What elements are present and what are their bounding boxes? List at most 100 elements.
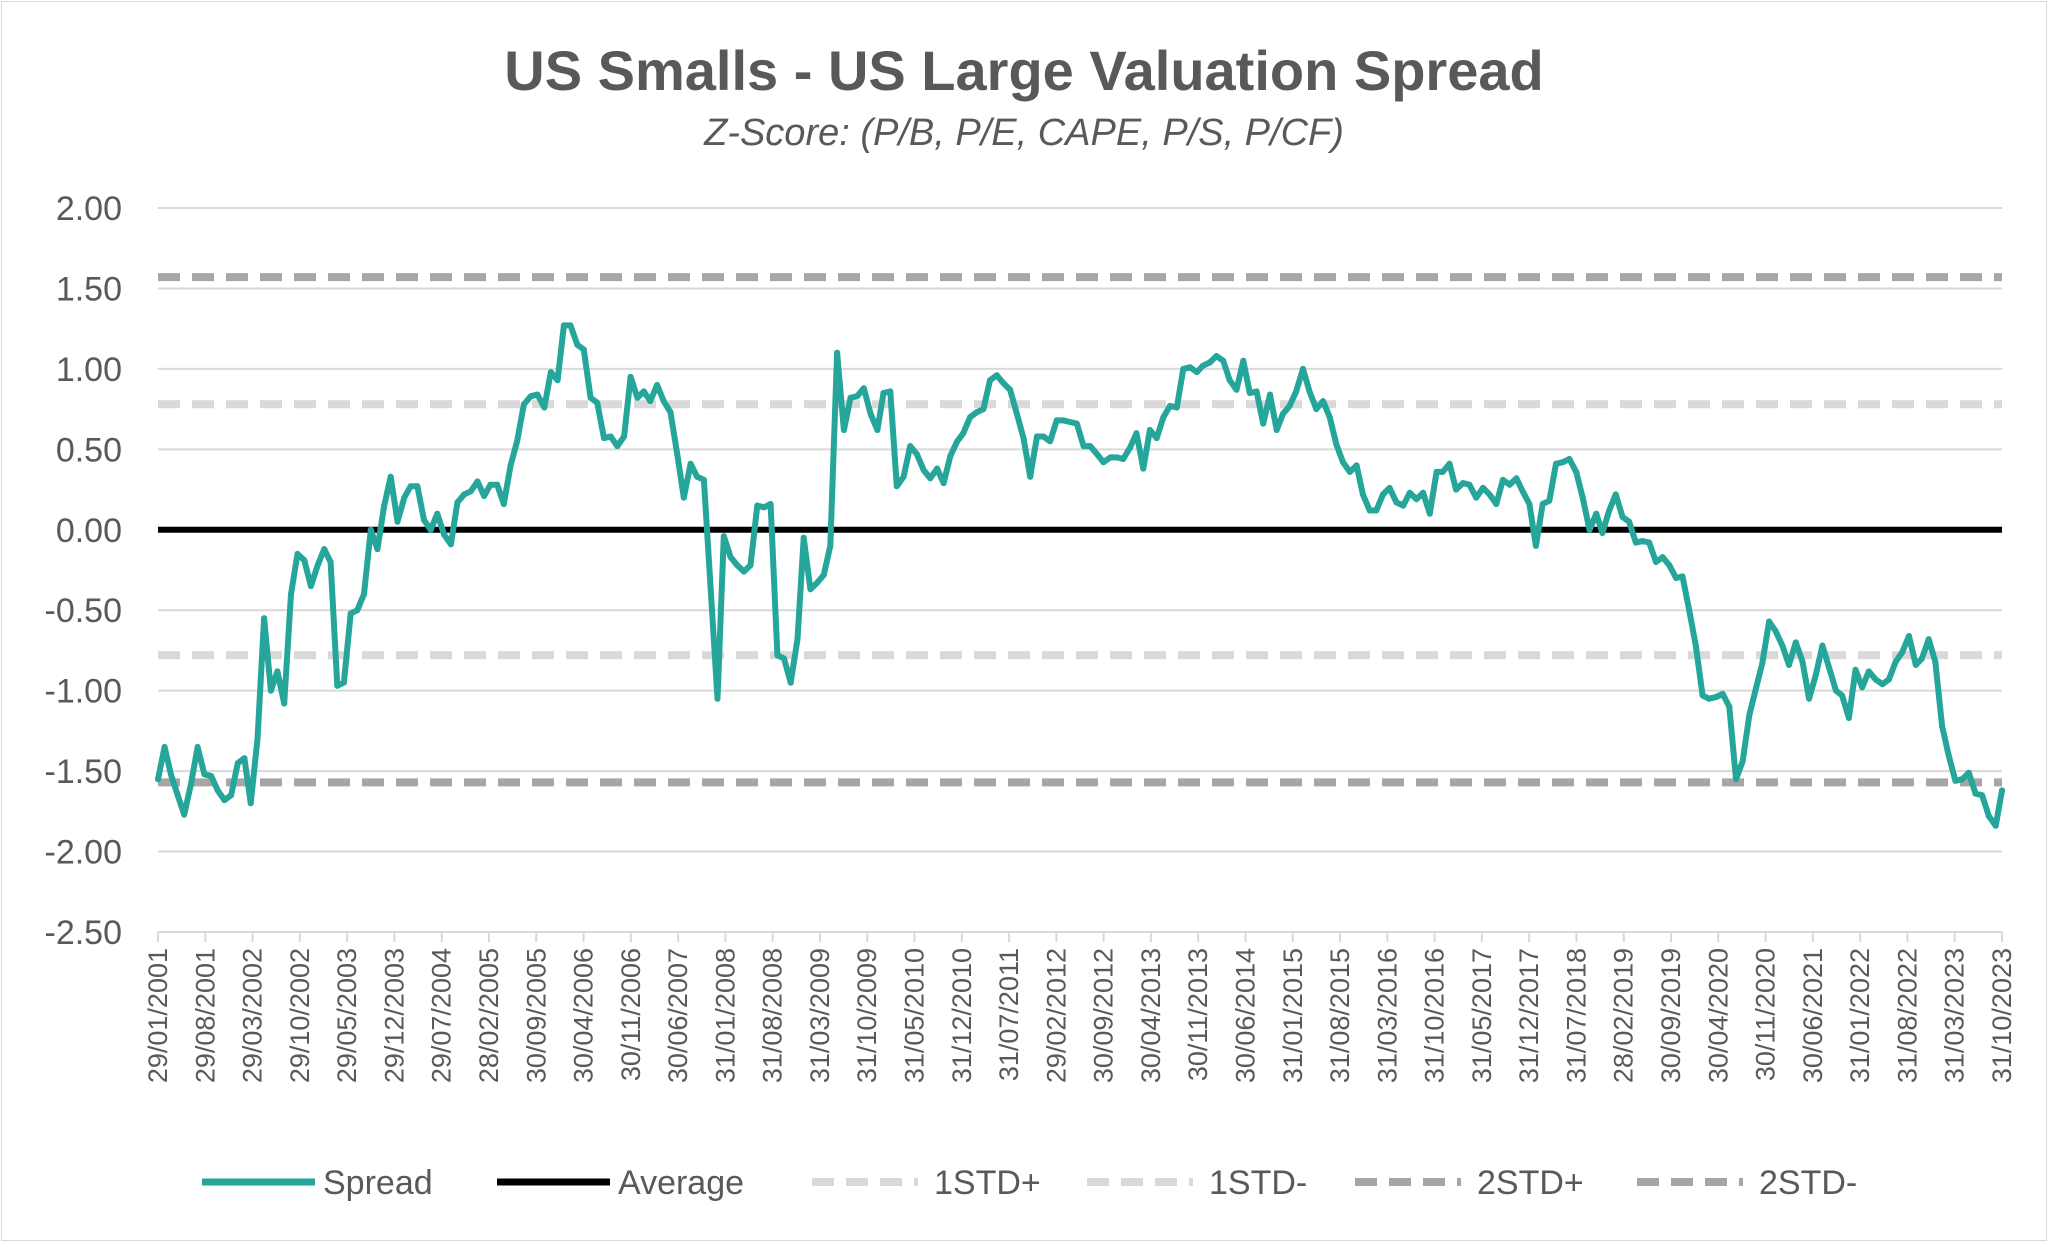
spread-point [214, 787, 221, 794]
spread-point [781, 655, 787, 662]
spread-point [800, 534, 807, 541]
spread-point [1140, 465, 1147, 472]
spread-point [1013, 410, 1020, 417]
spread-point [314, 562, 321, 569]
spread-point [1879, 681, 1886, 688]
legend-label-2std-: 2STD+ [1477, 1164, 1584, 1202]
spread-point [1586, 526, 1593, 533]
x-tick-label: 31/05/2010 [900, 948, 930, 1083]
x-tick-label: 31/05/2017 [1467, 948, 1497, 1083]
spread-point [1420, 489, 1427, 496]
spread-point [454, 499, 461, 506]
x-tick-label: 30/09/2005 [521, 948, 551, 1083]
x-tick-label: 30/04/2013 [1136, 948, 1166, 1083]
spread-point [1127, 444, 1133, 451]
y-tick-label: 1.50 [56, 270, 122, 308]
spread-point [1226, 377, 1233, 384]
spread-point [987, 377, 993, 384]
spread-point [1726, 703, 1733, 710]
spread-point [381, 502, 388, 509]
spread-point [494, 481, 501, 488]
spread-point [241, 755, 248, 762]
spread-point [1253, 388, 1260, 395]
spread-point [907, 443, 914, 450]
legend-label-1std-: 1STD+ [934, 1164, 1041, 1202]
spread-point [1433, 468, 1440, 475]
spread-point [1772, 628, 1779, 635]
legend-label-2std-: 2STD- [1759, 1164, 1857, 1202]
spread-point [281, 700, 288, 707]
x-tick-label: 29/01/2001 [143, 948, 173, 1083]
spread-point [1539, 501, 1546, 507]
spread-point [481, 493, 488, 499]
spread-point [560, 322, 567, 329]
spread-point [1027, 473, 1034, 480]
spread-point [834, 349, 841, 356]
spread-point [1326, 414, 1333, 421]
spread-point [867, 410, 874, 417]
legend-label-spread: Spread [323, 1164, 433, 1202]
spread-point [1406, 489, 1413, 496]
spread-point [1233, 386, 1240, 393]
spread-point [1839, 692, 1846, 699]
spread-point [167, 771, 174, 778]
x-tick-label: 29/02/2012 [1041, 948, 1071, 1083]
spread-point [421, 517, 427, 524]
spread-point [934, 465, 941, 472]
x-tick-label: 31/08/2008 [758, 948, 788, 1083]
spread-point [301, 557, 308, 564]
x-tick-label: 31/01/2008 [710, 948, 740, 1083]
spread-point [654, 382, 661, 388]
spread-point [367, 526, 374, 533]
spread-point [441, 531, 448, 538]
spread-point [1593, 510, 1600, 517]
spread-point [1526, 501, 1533, 507]
y-tick-label: 2.00 [56, 190, 122, 228]
spread-point [327, 559, 334, 565]
spread-point [1426, 510, 1433, 517]
x-tick-label: 31/01/2015 [1278, 948, 1308, 1083]
spread-point [1553, 460, 1559, 467]
spread-point [1133, 430, 1140, 437]
x-tick-label: 31/08/2022 [1892, 948, 1922, 1083]
spread-point [1746, 711, 1753, 718]
x-tick-label: 31/12/2010 [947, 948, 977, 1083]
x-tick-label: 31/07/2011 [994, 948, 1024, 1081]
spread-point [1845, 715, 1852, 721]
spread-point [1094, 451, 1100, 458]
x-tick-label: 30/09/2012 [1089, 948, 1119, 1083]
spread-point [1653, 559, 1659, 565]
spread-point [1446, 460, 1453, 467]
spread-point [1260, 420, 1267, 427]
spread-point [541, 404, 548, 411]
spread-point [1120, 456, 1127, 462]
spread-point [221, 797, 228, 804]
x-tick-label: 29/12/2003 [379, 948, 409, 1083]
spread-point [1959, 776, 1966, 783]
spread-point [1979, 792, 1986, 799]
x-tick-label: 31/07/2018 [1561, 948, 1591, 1083]
spread-point [993, 372, 1000, 379]
spread-point [1659, 554, 1666, 561]
legend: Spread Average 1STD+ 1STD- 2STD+ 2STD- [202, 1164, 1857, 1202]
spread-point [1020, 435, 1027, 442]
spread-point [900, 473, 907, 480]
spread-point [387, 473, 394, 480]
spread-point [1806, 695, 1813, 702]
chart-subtitle: Z-Score: (P/B, P/E, CAPE, P/S, P/CF) [704, 112, 1344, 154]
spread-point [1513, 475, 1520, 482]
spread-point [920, 467, 927, 474]
x-axis-labels: 29/01/2001 29/08/2001 29/03/2002 29/10/2002… [143, 932, 2017, 1083]
spread-point [700, 476, 707, 483]
spread-point [621, 433, 628, 440]
spread-point [1187, 364, 1194, 371]
spread-point [1200, 362, 1206, 369]
spread-point [520, 401, 527, 408]
spread-point [1306, 388, 1313, 395]
spread-point [1279, 410, 1286, 417]
spread-point [1213, 353, 1220, 359]
spread-point [1313, 406, 1320, 413]
spread-point [1899, 649, 1906, 656]
spread-point [1753, 684, 1760, 691]
legend-label-average: Average [618, 1164, 744, 1202]
